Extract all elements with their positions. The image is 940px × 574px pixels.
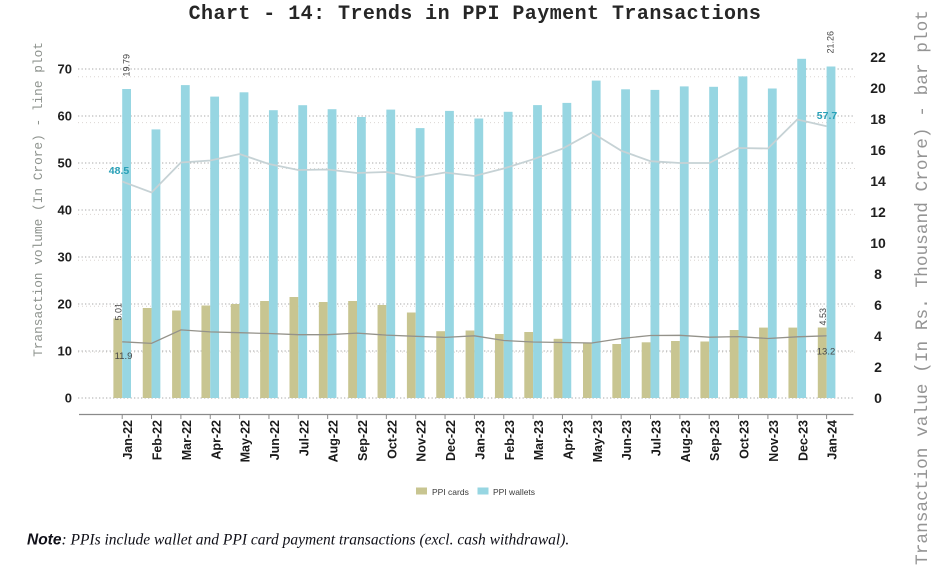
svg-text:8: 8: [874, 266, 882, 282]
svg-text:10: 10: [58, 344, 72, 359]
svg-text:22: 22: [870, 49, 886, 65]
svg-text:0: 0: [65, 391, 72, 406]
svg-text:Chart - 14: Trends in PPI Paym: Chart - 14: Trends in PPI Payment Transa…: [189, 3, 762, 26]
svg-text:60: 60: [58, 109, 72, 124]
svg-text:Apr-23: Apr-23: [561, 420, 575, 460]
svg-text:May-23: May-23: [591, 420, 605, 462]
svg-text:20: 20: [58, 297, 72, 312]
svg-text:Nov-23: Nov-23: [767, 420, 781, 462]
svg-text:Oct-22: Oct-22: [385, 420, 399, 459]
svg-text:11.9: 11.9: [115, 351, 133, 362]
svg-text:Dec-23: Dec-23: [796, 420, 810, 461]
svg-text:Mar-23: Mar-23: [532, 420, 546, 460]
svg-text:13.2: 13.2: [817, 347, 836, 358]
svg-text:Feb-22: Feb-22: [151, 420, 165, 460]
svg-text:Jul-22: Jul-22: [297, 420, 311, 456]
svg-text:4: 4: [874, 328, 882, 344]
svg-text:5.01: 5.01: [113, 303, 123, 321]
svg-text:20: 20: [870, 80, 886, 96]
svg-text:Transaction value (In Rs. Thou: Transaction value (In Rs. Thousand Crore…: [913, 10, 933, 565]
svg-text:Jun-22: Jun-22: [268, 420, 282, 460]
svg-text:57.7: 57.7: [817, 110, 838, 122]
svg-text:18: 18: [870, 111, 886, 127]
svg-text:Feb-23: Feb-23: [503, 420, 517, 460]
svg-text:May-22: May-22: [239, 420, 253, 462]
svg-text:Jan-24: Jan-24: [826, 420, 840, 460]
svg-text:Aug-23: Aug-23: [679, 420, 693, 462]
svg-text:Transaction volume (In Crore): Transaction volume (In Crore) - line plo…: [31, 42, 46, 357]
svg-text:70: 70: [58, 62, 72, 77]
svg-text:10: 10: [870, 235, 886, 251]
svg-text:Aug-22: Aug-22: [327, 420, 341, 462]
svg-text:2: 2: [874, 359, 882, 375]
svg-text:50: 50: [58, 156, 72, 171]
svg-text:PPI cards: PPI cards: [432, 487, 469, 497]
svg-text:Apr-22: Apr-22: [209, 420, 223, 460]
svg-text:Jan-23: Jan-23: [473, 420, 487, 460]
svg-text:Dec-22: Dec-22: [444, 420, 458, 461]
svg-text:4.53: 4.53: [818, 308, 828, 326]
svg-text:14: 14: [870, 173, 886, 189]
svg-text:6: 6: [874, 297, 882, 313]
svg-text:Mar-22: Mar-22: [180, 420, 194, 460]
svg-text:Oct-23: Oct-23: [738, 420, 752, 459]
svg-text:40: 40: [58, 203, 72, 218]
svg-text:30: 30: [58, 250, 72, 265]
svg-text:Sep-23: Sep-23: [708, 420, 722, 461]
svg-text:21.26: 21.26: [826, 31, 836, 54]
svg-text:Jul-23: Jul-23: [650, 420, 664, 456]
svg-text:Sep-22: Sep-22: [356, 420, 370, 461]
svg-text:0: 0: [874, 390, 882, 406]
svg-text:Jan-22: Jan-22: [121, 420, 135, 460]
svg-text:48.5: 48.5: [109, 165, 130, 177]
svg-text:PPI wallets: PPI wallets: [493, 487, 535, 497]
svg-text:16: 16: [870, 142, 886, 158]
svg-text:Nov-22: Nov-22: [415, 420, 429, 462]
svg-text:19.79: 19.79: [121, 54, 131, 77]
svg-text:Note: PPIs include wallet and: Note: PPIs include wallet and PPI card p…: [27, 532, 569, 549]
svg-text:12: 12: [870, 204, 886, 220]
svg-text:Jun-23: Jun-23: [620, 420, 634, 460]
